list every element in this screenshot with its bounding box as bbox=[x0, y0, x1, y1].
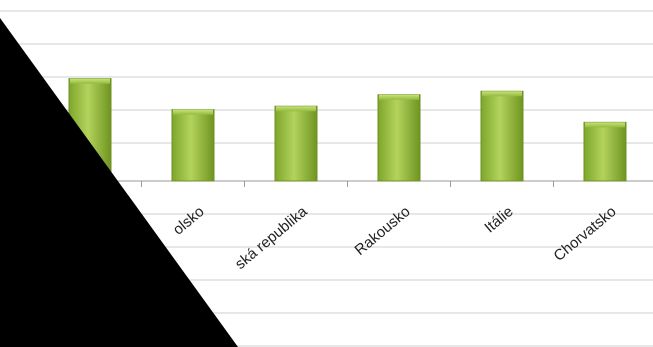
x-axis bbox=[38, 181, 554, 187]
bar-cap bbox=[70, 78, 110, 84]
bar-body bbox=[583, 121, 627, 182]
bar-body bbox=[171, 109, 215, 182]
tick-label: olsko bbox=[170, 203, 208, 239]
tick-label: Itálie bbox=[481, 203, 516, 236]
bar-body bbox=[480, 90, 524, 182]
tick-label: ská republika bbox=[232, 203, 311, 273]
bar-6 bbox=[583, 121, 627, 182]
bar-2 bbox=[171, 109, 215, 182]
bar-cap bbox=[379, 94, 419, 100]
bar-cap bbox=[585, 122, 625, 128]
bar-cap bbox=[173, 109, 213, 115]
bars-group bbox=[68, 78, 627, 182]
tick-label: Chorvatsko bbox=[551, 203, 620, 265]
category-labels: olsko ská republika Rakousko Itálie Chorvats… bbox=[170, 203, 620, 273]
bar-cap bbox=[482, 91, 522, 97]
bar-3 bbox=[274, 105, 318, 182]
black-overlay-shape bbox=[0, 18, 238, 347]
bar-4 bbox=[377, 94, 421, 182]
tick-label: Rakousko bbox=[352, 203, 414, 259]
bar-body bbox=[274, 105, 318, 182]
bar-cap bbox=[276, 106, 316, 112]
bar-body bbox=[377, 94, 421, 182]
bar-5 bbox=[480, 90, 524, 182]
